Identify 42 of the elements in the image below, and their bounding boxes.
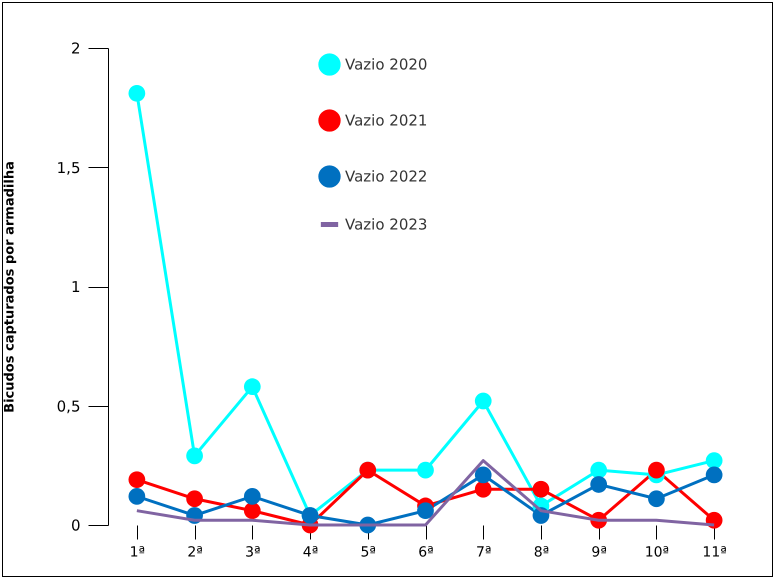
point xyxy=(474,480,492,498)
x-tick-label: 2ª xyxy=(187,544,203,560)
point xyxy=(706,466,723,484)
point xyxy=(474,466,492,484)
point xyxy=(648,462,665,478)
y-tick-label: 1,5 xyxy=(56,158,80,177)
point xyxy=(186,490,203,508)
point xyxy=(648,490,665,508)
y-tick-label: 0,5 xyxy=(56,397,80,416)
legend-label: Vazio 2023 xyxy=(345,216,428,234)
x-tick-label: 7ª xyxy=(476,544,492,560)
x-tick-label: 1ª xyxy=(130,544,146,560)
y-axis-title: Bicudos capturados por armadilha xyxy=(2,161,18,413)
point xyxy=(590,476,608,493)
point xyxy=(590,462,608,478)
legend-label: Vazio 2021 xyxy=(345,112,428,130)
point xyxy=(474,392,492,410)
x-tick-label: 10ª xyxy=(644,544,670,560)
point xyxy=(244,488,261,505)
x-tick-label: 3ª xyxy=(245,544,261,560)
point xyxy=(706,452,723,469)
point xyxy=(417,462,434,478)
y-tick-label: 1 xyxy=(70,278,80,296)
point xyxy=(128,84,146,102)
point xyxy=(128,488,146,505)
y-tick-label: 2 xyxy=(70,40,80,58)
x-tick-label: 8ª xyxy=(534,544,550,560)
point xyxy=(186,447,203,464)
point xyxy=(128,471,146,488)
legend-label: Vazio 2022 xyxy=(345,168,428,186)
point xyxy=(417,502,434,520)
x-tick-label: 5ª xyxy=(360,544,376,560)
point xyxy=(532,480,550,498)
x-tick-label: 11ª xyxy=(702,544,727,560)
x-tick-label: 9ª xyxy=(591,544,607,560)
point xyxy=(706,512,723,529)
legend-label: Vazio 2020 xyxy=(345,56,428,74)
y-tick-label: 0 xyxy=(70,516,80,534)
point xyxy=(244,378,261,396)
x-tick-label: 4ª xyxy=(302,544,318,560)
point xyxy=(244,502,261,520)
x-tick-label: 6ª xyxy=(418,544,434,560)
